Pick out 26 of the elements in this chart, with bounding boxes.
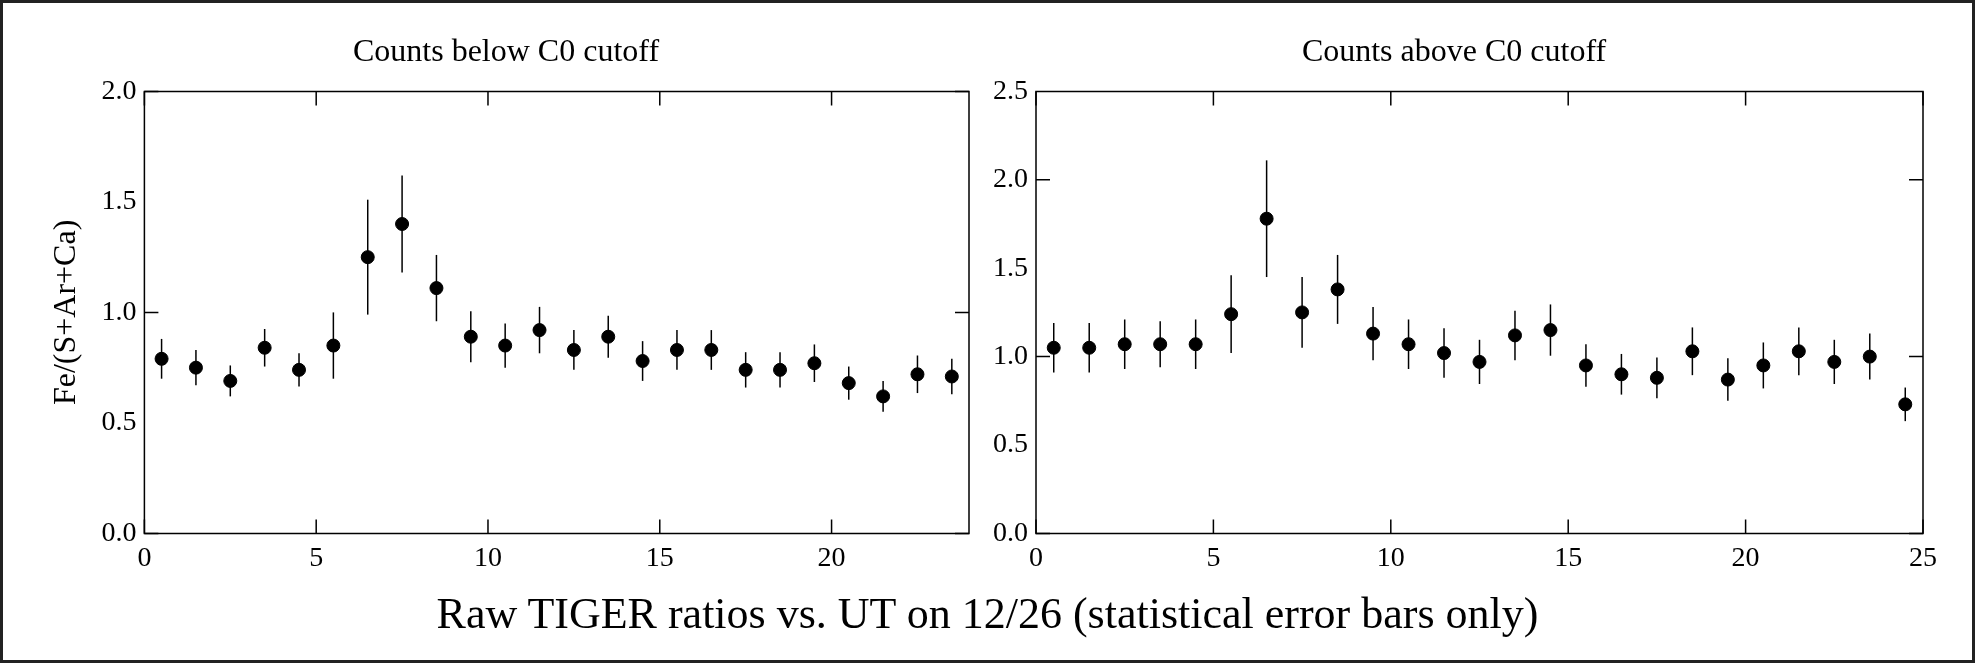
chart-title: Counts above C0 cutoff — [1301, 31, 1607, 68]
y-tick-label: 2.0 — [993, 162, 1028, 194]
y-tick-label: 1.0 — [993, 338, 1028, 370]
x-tick-label: 20 — [1731, 540, 1760, 572]
x-tick-label: 0 — [137, 540, 152, 572]
text: Raw TIGER ratios vs. UT on 12/26 (statistical error bars only) — [435, 588, 1540, 639]
y-tick-label: 2.0 — [101, 73, 137, 105]
y-axis-title: Fe/(S+Ar+Ca) — [45, 219, 82, 406]
y-tick-label: 1.0 — [101, 294, 137, 326]
x-tick-label: 20 — [817, 540, 846, 572]
x-tick-label: 15 — [1554, 540, 1583, 572]
y-tick-label: 0.0 — [993, 515, 1028, 547]
x-tick-label: 5 — [309, 540, 324, 572]
x-tick-label: 0 — [1029, 540, 1043, 572]
y-tick-label: 0.5 — [101, 405, 137, 437]
y-tick-label: 0.0 — [101, 515, 137, 547]
y-tick-label: 0.5 — [993, 427, 1028, 459]
chart-title: Counts below C0 cutoff — [352, 31, 660, 68]
x-tick-label: 10 — [473, 540, 502, 572]
y-tick-label: 2.5 — [993, 73, 1028, 105]
y-tick-label: 1.5 — [101, 184, 137, 216]
x-tick-label: 10 — [1376, 540, 1405, 572]
x-tick-label: 15 — [645, 540, 674, 572]
x-tick-label: 25 — [1909, 540, 1937, 572]
x-tick-label: 5 — [1206, 540, 1221, 572]
y-tick-label: 1.5 — [993, 250, 1028, 282]
